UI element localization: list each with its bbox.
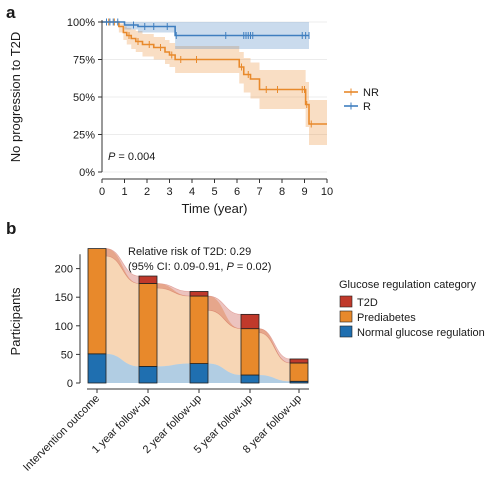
bar-segment-t2d [289, 358, 309, 364]
bar-y-tick-label: 200 [55, 264, 73, 276]
km-x-tick-label: 5 [211, 186, 217, 198]
bar-y-tick-label: 0 [67, 378, 73, 390]
legend-swatch-t2d [339, 295, 353, 308]
panel-a-label: a [6, 3, 16, 22]
km-y-tick-label: 50% [73, 92, 95, 104]
legend-label-prediabetes: Prediabetes [357, 312, 416, 324]
bar-segment-t2d [240, 313, 260, 330]
bar-segment-t2d [189, 291, 209, 297]
bar-y-tick-label: 150 [55, 292, 73, 304]
km-y-tick-label: 75% [73, 55, 95, 67]
flow-ribbon-prediabetes [106, 248, 139, 367]
bar-x-tick-label: Intervention outcome [21, 393, 102, 474]
bar-segment-normal [189, 363, 209, 384]
km-y-tick-label: 100% [67, 17, 95, 29]
bar-segment-prediabetes [289, 362, 309, 382]
km-legend-label-nr: NR [363, 87, 379, 99]
legend-title: Glucose regulation category [339, 279, 476, 291]
flow-ribbon-normal [208, 363, 241, 383]
flow-ribbon-prediabetes [157, 283, 190, 367]
km-x-tick-label: 1 [121, 186, 127, 198]
km-x-tick-label: 0 [99, 186, 105, 198]
km-x-tick-label: 3 [166, 186, 172, 198]
km-y-tick-label: 25% [73, 130, 95, 142]
legend-label-normal: Normal glucose regulation [357, 327, 485, 339]
bar-y-tick-label: 50 [61, 349, 73, 361]
flow-ribbon-normal [157, 363, 190, 383]
bar-segment-t2d [138, 275, 158, 284]
km-x-tick-label: 7 [256, 186, 262, 198]
bar-segment-normal [240, 374, 260, 384]
km-legend: NR R [344, 87, 379, 113]
bar-segment-normal [138, 366, 158, 384]
km-x-tick-label: 2 [144, 186, 150, 198]
bar-y-tick-label: 100 [55, 321, 73, 333]
km-x-tick-label: 6 [234, 186, 240, 198]
km-y-tick-label: 0% [79, 167, 95, 179]
confidence-interval-text: (95% CI: 0.09-0.91, P = 0.02) [128, 261, 271, 273]
km-p-value: P = 0.004 [108, 151, 155, 163]
flow-ribbon-prediabetes [208, 296, 241, 375]
glucose-legend: Glucose regulation category T2D Prediabete… [339, 279, 485, 339]
bar-segment-normal [87, 353, 107, 384]
flow-ribbon-normal [106, 353, 139, 383]
km-legend-label-r: R [363, 101, 371, 113]
km-y-axis-label: No progression to T2D [8, 32, 23, 163]
flow-ribbon-normal [259, 374, 290, 383]
bar-y-axis-label: Participants [8, 287, 23, 355]
legend-swatch-normal [339, 325, 353, 338]
km-ci-band-nr [102, 22, 327, 145]
legend-label-t2d: T2D [357, 297, 378, 309]
bar-segment-prediabetes [240, 328, 260, 376]
legend-swatch-prediabetes [339, 310, 353, 323]
km-curve-r [102, 21, 309, 37]
km-x-tick-label: 4 [189, 186, 195, 198]
km-x-tick-label: 10 [321, 186, 333, 198]
kaplan-meier-chart: 0%25%50%75%100%0 1 2 3 4 5 6 7 8 9 10 Time (year) … [8, 17, 379, 216]
bar-segment-prediabetes [189, 295, 209, 364]
bar-segment-prediabetes [87, 248, 107, 355]
flow-ribbon-prediabetes [259, 328, 290, 382]
km-x-tick-label: 8 [279, 186, 285, 198]
bar-segment-prediabetes [138, 283, 158, 367]
relative-risk-text: Relative risk of T2D: 0.29 [128, 246, 251, 258]
km-x-axis-label: Time (year) [182, 201, 248, 216]
km-x-tick-label: 9 [301, 186, 307, 198]
panel-b-label: b [6, 219, 16, 238]
